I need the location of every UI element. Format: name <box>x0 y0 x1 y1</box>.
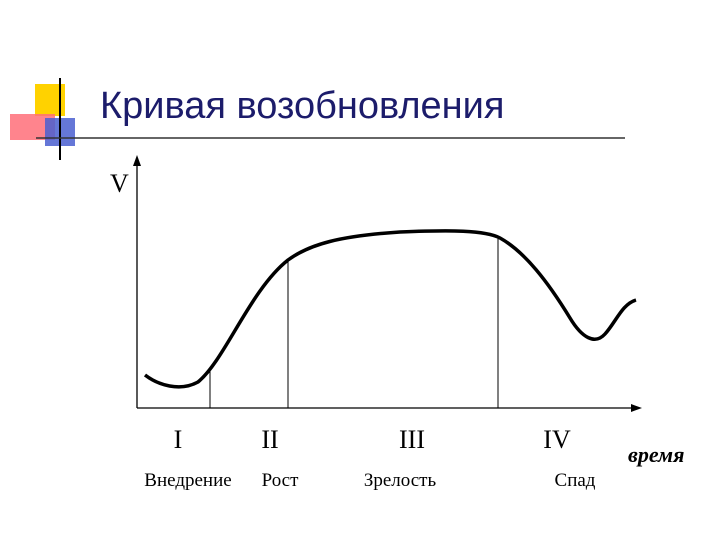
stage-label: Зрелость <box>364 470 437 491</box>
stage-label: Внедрение <box>144 470 231 491</box>
stage-label: Спад <box>555 470 596 491</box>
x-arrow <box>631 404 642 412</box>
stage-label: Рост <box>262 470 300 491</box>
stage-numeral: III <box>399 425 425 454</box>
stage-numeral: IV <box>543 425 571 454</box>
life-cycle-curve <box>143 229 637 389</box>
stage-numeral: II <box>261 425 278 454</box>
y-arrow <box>133 155 141 166</box>
stage-numeral: I <box>174 425 183 454</box>
x-axis-label: время <box>628 442 684 467</box>
y-axis-label: V <box>110 169 129 198</box>
title: Кривая возобновления <box>100 85 504 127</box>
